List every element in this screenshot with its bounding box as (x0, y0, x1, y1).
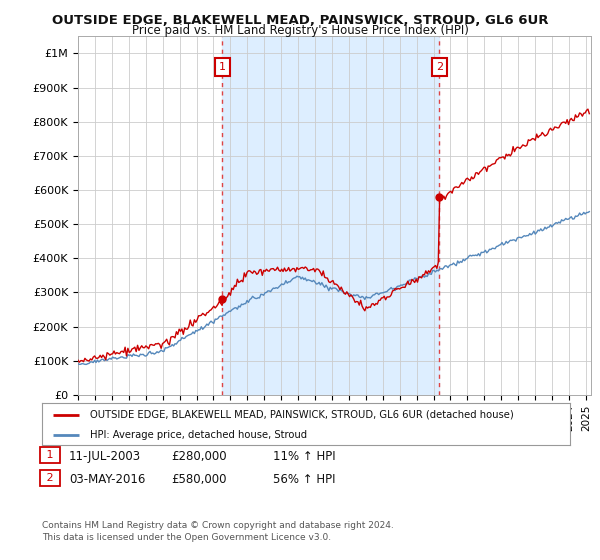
Bar (223, 36, 439, 395)
Text: 2: 2 (43, 473, 58, 483)
Text: Contains HM Land Registry data © Crown copyright and database right 2024.
This d: Contains HM Land Registry data © Crown c… (42, 521, 394, 542)
Text: Price paid vs. HM Land Registry's House Price Index (HPI): Price paid vs. HM Land Registry's House … (131, 24, 469, 36)
Text: 2: 2 (436, 62, 443, 72)
Text: 56% ↑ HPI: 56% ↑ HPI (273, 473, 335, 486)
Text: OUTSIDE EDGE, BLAKEWELL MEAD, PAINSWICK, STROUD, GL6 6UR (detached house): OUTSIDE EDGE, BLAKEWELL MEAD, PAINSWICK,… (89, 409, 513, 419)
Text: HPI: Average price, detached house, Stroud: HPI: Average price, detached house, Stro… (89, 430, 307, 440)
Text: OUTSIDE EDGE, BLAKEWELL MEAD, PAINSWICK, STROUD, GL6 6UR: OUTSIDE EDGE, BLAKEWELL MEAD, PAINSWICK,… (52, 14, 548, 27)
Text: 11% ↑ HPI: 11% ↑ HPI (273, 450, 335, 463)
Text: £280,000: £280,000 (171, 450, 227, 463)
Text: 1: 1 (219, 62, 226, 72)
Text: 11-JUL-2003: 11-JUL-2003 (69, 450, 141, 463)
Text: £580,000: £580,000 (171, 473, 227, 486)
Text: 1: 1 (43, 450, 57, 460)
Text: 03-MAY-2016: 03-MAY-2016 (69, 473, 145, 486)
